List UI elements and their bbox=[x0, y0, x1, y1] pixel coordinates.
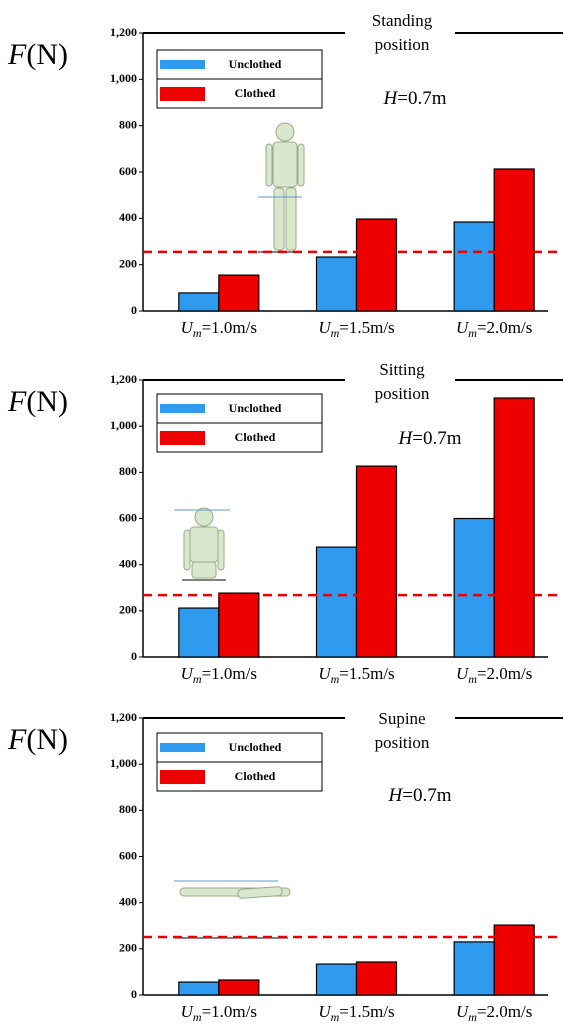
annotation: H=0.7m bbox=[383, 88, 447, 109]
legend-label: Unclothed bbox=[229, 57, 282, 71]
bar bbox=[355, 218, 398, 312]
chart-title: Supine position bbox=[375, 709, 430, 752]
y-tick-label: 1,000 bbox=[110, 71, 137, 85]
y-tick-label: 800 bbox=[119, 802, 137, 816]
bar bbox=[493, 168, 535, 312]
x-tick-label: Um=1.0m/s bbox=[181, 664, 257, 686]
bar bbox=[453, 517, 495, 658]
x-tick-label: Um=1.5m/s bbox=[318, 664, 394, 686]
bar bbox=[218, 274, 260, 312]
x-tick-label: Um=2.0m/s bbox=[456, 664, 532, 686]
y-tick-label: 0 bbox=[131, 987, 137, 1001]
legend-label: Clothed bbox=[235, 86, 276, 100]
y-tick-label: 400 bbox=[119, 556, 137, 570]
bar bbox=[178, 607, 220, 658]
y-tick-label: 600 bbox=[119, 510, 137, 524]
annotation: H=0.7m bbox=[388, 785, 452, 806]
legend-label: Unclothed bbox=[229, 740, 282, 754]
x-tick-label: Um=1.0m/s bbox=[181, 318, 257, 340]
y-axis-label: F(N) bbox=[7, 723, 68, 756]
bar bbox=[493, 397, 535, 658]
y-tick-label: 200 bbox=[119, 941, 137, 955]
y-tick-label: 1,000 bbox=[110, 418, 137, 432]
standing-figure bbox=[258, 122, 305, 253]
y-tick-label: 400 bbox=[119, 210, 137, 224]
y-tick-label: 200 bbox=[119, 603, 137, 617]
y-tick-label: 200 bbox=[119, 256, 137, 270]
bar bbox=[178, 292, 220, 312]
x-tick-label: Um=2.0m/s bbox=[456, 318, 532, 340]
y-tick-label: 1,200 bbox=[110, 25, 137, 39]
legend-swatch bbox=[160, 770, 205, 784]
bar bbox=[315, 546, 358, 658]
x-tick-label: Um=1.5m/s bbox=[318, 1002, 394, 1024]
bar bbox=[493, 924, 535, 996]
bar bbox=[315, 963, 358, 996]
bar bbox=[355, 961, 398, 996]
bar bbox=[218, 979, 260, 996]
bar bbox=[453, 221, 495, 312]
supine-figure bbox=[174, 880, 291, 939]
bar bbox=[178, 981, 220, 996]
x-tick-label: Um=2.0m/s bbox=[456, 1002, 532, 1024]
legend-swatch bbox=[160, 743, 205, 752]
legend-label: Unclothed bbox=[229, 401, 282, 415]
legend-swatch bbox=[160, 60, 205, 69]
annotation: H=0.7m bbox=[398, 428, 462, 449]
sitting-figure bbox=[174, 507, 230, 581]
y-tick-label: 0 bbox=[131, 303, 137, 317]
y-tick-label: 0 bbox=[131, 649, 137, 663]
bar bbox=[218, 592, 260, 658]
y-tick-label: 1,200 bbox=[110, 710, 137, 724]
y-tick-label: 1,000 bbox=[110, 756, 137, 770]
legend-label: Clothed bbox=[235, 430, 276, 444]
y-axis-label: F(N) bbox=[7, 38, 68, 71]
y-axis-label: F(N) bbox=[7, 385, 68, 418]
bar bbox=[315, 256, 358, 312]
legend-swatch bbox=[160, 87, 205, 101]
y-tick-label: 1,200 bbox=[110, 372, 137, 386]
chart-title: Sitting position bbox=[375, 360, 430, 403]
x-tick-label: Um=1.5m/s bbox=[318, 318, 394, 340]
legend-swatch bbox=[160, 404, 205, 413]
y-tick-label: 600 bbox=[119, 164, 137, 178]
bar bbox=[453, 941, 495, 996]
y-tick-label: 800 bbox=[119, 464, 137, 478]
chart-title: Standing position bbox=[372, 11, 433, 54]
legend-swatch bbox=[160, 431, 205, 445]
y-tick-label: 600 bbox=[119, 848, 137, 862]
y-tick-label: 400 bbox=[119, 894, 137, 908]
y-tick-label: 800 bbox=[119, 117, 137, 131]
x-tick-label: Um=1.0m/s bbox=[181, 1002, 257, 1024]
bar bbox=[355, 465, 398, 658]
legend-label: Clothed bbox=[235, 769, 276, 783]
